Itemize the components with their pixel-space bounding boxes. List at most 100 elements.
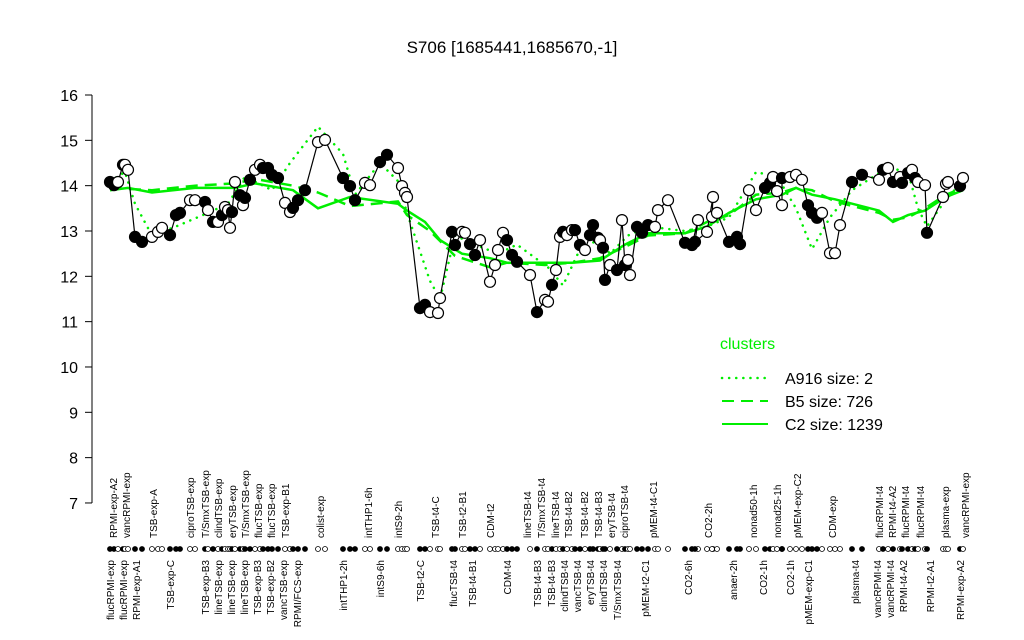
- chart-title: S706 [1685441,1685670,-1]: [407, 38, 618, 57]
- x-label-bottom: lineTSB-exp: [227, 560, 238, 615]
- rug-mark: [367, 546, 373, 552]
- data-point: [343, 180, 357, 193]
- rug-mark: [602, 546, 608, 552]
- data-point: [895, 176, 909, 189]
- data-point: [936, 190, 950, 204]
- rug-mark: [260, 546, 266, 552]
- data-point: [228, 175, 242, 189]
- y-tick-label: 16: [60, 88, 78, 105]
- x-label-top: TSB-exp-A: [149, 489, 160, 538]
- rug-mark: [187, 546, 193, 552]
- rug-mark: [692, 546, 698, 552]
- rug-mark: [159, 546, 165, 552]
- legend-label-b5: B5 size: 726: [785, 394, 873, 411]
- data-point: [433, 292, 447, 305]
- x-label-bottom: CDM-t4: [503, 560, 514, 595]
- y-axis: 7 8 9 10 11 12 13 14 15 16: [60, 88, 93, 513]
- data-point: [318, 133, 332, 146]
- data-point: [488, 258, 502, 272]
- y-tick-label: 13: [60, 224, 78, 241]
- x-label-bottom: pMEM-exp-C1: [804, 560, 815, 625]
- data-point: [336, 171, 350, 185]
- data-point: [463, 238, 477, 251]
- data-point: [348, 194, 362, 207]
- rug-mark: [290, 546, 296, 552]
- legend: clusters A916 size: 2 B5 size: 726 C2 si…: [720, 336, 883, 434]
- y-tick-label: 15: [60, 133, 78, 150]
- data-point: [111, 175, 125, 189]
- rug-mark: [819, 546, 825, 552]
- rug-mark: [960, 546, 966, 552]
- rug-mark: [427, 546, 433, 552]
- x-label-bottom: TSB-exp-B3: [201, 560, 212, 615]
- x-label-bottom: TSB-t4-B3: [547, 560, 558, 607]
- data-point: [749, 204, 763, 217]
- data-point: [872, 173, 886, 186]
- rug-mark: [809, 546, 815, 552]
- data-point: [920, 226, 934, 239]
- data-point: [400, 190, 414, 204]
- rug-mark: [377, 546, 383, 552]
- x-label-bottom: TSB-t4-B3: [533, 560, 544, 607]
- rug-mark: [762, 546, 768, 552]
- x-label-top: CO2-2h: [704, 503, 715, 538]
- rug-mark: [572, 546, 578, 552]
- x-label-top: clindTSB-exp: [214, 478, 225, 538]
- rug-mark: [527, 546, 533, 552]
- data-point: [941, 175, 955, 189]
- x-label-bottom: TSB-exp-C: [166, 560, 177, 609]
- x-label-bottom: RPMI/FCS-exp: [293, 560, 304, 628]
- data-point: [733, 238, 747, 251]
- x-label-bottom: anaer-2h: [729, 560, 740, 600]
- data-point: [271, 171, 285, 185]
- y-tick-label: 7: [69, 496, 78, 513]
- rug-mark: [205, 546, 211, 552]
- x-label-top: CDM-t2: [486, 503, 497, 538]
- rug-mark: [832, 546, 838, 552]
- rug-mark: [362, 546, 368, 552]
- rug-mark: [814, 546, 820, 552]
- data-point: [523, 268, 537, 282]
- x-label-bottom: vancRPMI-t4: [886, 560, 897, 618]
- rug-mark: [139, 546, 145, 552]
- rug-mark: [232, 546, 238, 552]
- data-point: [541, 295, 555, 308]
- rug-mark: [614, 546, 620, 552]
- x-label-bottom: intS9-6h: [376, 560, 387, 597]
- rug-mark: [302, 546, 308, 552]
- x-label-top: eryTSB-exp: [228, 485, 239, 538]
- rug-mark: [639, 546, 645, 552]
- rug-mark: [682, 546, 688, 552]
- x-label-top: vancRPMI-exp: [961, 472, 972, 538]
- x-label-bottom: pMEM-t2-C1: [641, 560, 652, 617]
- rug-mark: [709, 546, 715, 552]
- rug-mark: [295, 546, 301, 552]
- rug-mark: [564, 546, 570, 552]
- x-label-bottom: flucRPMI-exp: [106, 560, 117, 620]
- x-label-top: TSB-t4-B2: [580, 491, 591, 538]
- rug-mark: [665, 546, 671, 552]
- rug-mark: [753, 546, 759, 552]
- data-point: [833, 219, 847, 232]
- x-label-bottom: plasma-t4: [851, 560, 862, 604]
- y-tick-label: 10: [60, 360, 78, 377]
- x-label-bottom: vancTSB-t4: [573, 560, 584, 613]
- data-point: [135, 235, 149, 248]
- rug-mark: [582, 546, 588, 552]
- data-point: [549, 263, 563, 277]
- data-point: [623, 268, 637, 282]
- x-label-top: lineTSB-t4: [523, 491, 534, 538]
- rug-mark: [315, 546, 321, 552]
- x-label-top: nonad25-1h: [773, 485, 784, 538]
- data-point: [648, 220, 662, 233]
- rug-mark: [125, 546, 131, 552]
- data-point: [431, 306, 445, 320]
- rug-mark: [793, 546, 799, 552]
- data-point: [155, 221, 169, 234]
- data-point: [491, 243, 505, 257]
- data-point: [706, 190, 720, 204]
- rug-mark: [746, 546, 752, 552]
- data-point: [795, 173, 809, 186]
- x-label-bottom: RPMI-t4-A2: [899, 560, 910, 613]
- x-label-top: flucTSB-exp: [254, 483, 265, 538]
